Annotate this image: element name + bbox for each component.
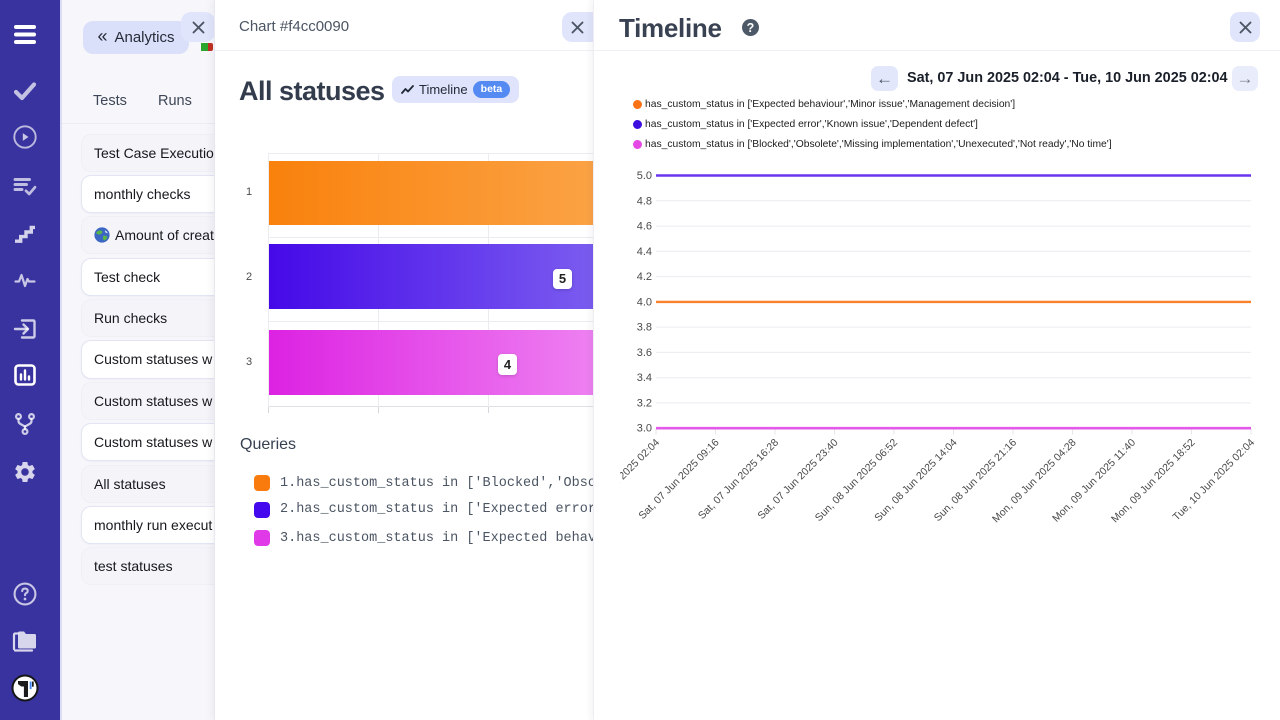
svg-text:3.8: 3.8 <box>637 322 652 334</box>
svg-text:4.2: 4.2 <box>637 271 652 283</box>
svg-text:3.6: 3.6 <box>637 347 652 359</box>
svg-text:3.4: 3.4 <box>637 372 652 384</box>
svg-text:4.8: 4.8 <box>637 195 652 207</box>
svg-text:5.0: 5.0 <box>637 170 652 182</box>
svg-text:3.0: 3.0 <box>637 423 652 435</box>
svg-text:4.0: 4.0 <box>637 296 652 308</box>
svg-text:4.6: 4.6 <box>637 221 652 233</box>
svg-text:3.2: 3.2 <box>637 397 652 409</box>
svg-text:?: ? <box>747 21 755 35</box>
svg-text:4.4: 4.4 <box>637 246 652 258</box>
